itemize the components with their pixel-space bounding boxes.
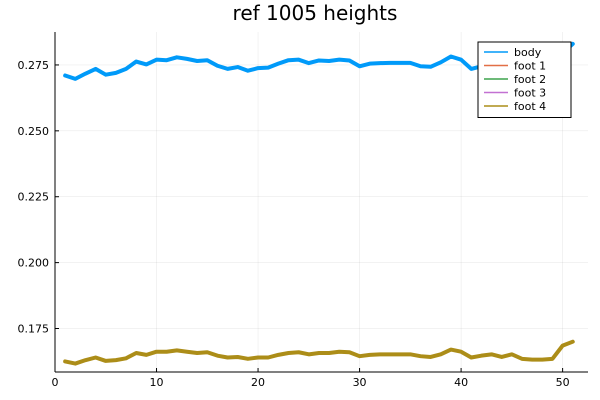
- chart-title: ref 1005 heights: [233, 1, 398, 25]
- legend-label: foot 1: [514, 60, 546, 73]
- x-tick-label: 20: [251, 376, 265, 389]
- y-tick-label: 0.275: [18, 59, 50, 72]
- x-tick-label: 0: [52, 376, 59, 389]
- axes: 0 10 20 30 40 50 0.175 0.200 0.225 0.250 0.275: [18, 32, 588, 389]
- series-line-foot-4: [63, 339, 575, 366]
- legend-label: foot 3: [514, 87, 546, 100]
- legend-box: [477, 41, 572, 118]
- x-tick-label: 50: [556, 376, 570, 389]
- y-tick-label: 0.250: [18, 125, 50, 138]
- y-tick-label: 0.200: [18, 257, 50, 270]
- y-tick-label: 0.225: [18, 191, 50, 204]
- y-tick-label: 0.175: [18, 323, 50, 336]
- x-tick-label: 10: [150, 376, 164, 389]
- x-tick-label: 40: [454, 376, 468, 389]
- x-tick-label: 30: [353, 376, 367, 389]
- legend-label: body: [514, 46, 542, 59]
- legend-label: foot 2: [514, 73, 546, 86]
- legend-label: foot 4: [514, 100, 546, 113]
